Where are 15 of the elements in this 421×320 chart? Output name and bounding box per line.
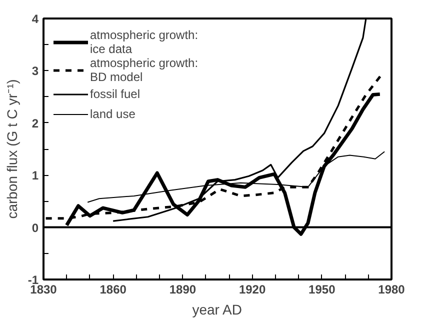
legend-label: fossil fuel [90,87,140,101]
y-axis-title: carbon flux (G t C yr⁻¹) [4,79,20,219]
x-tick-label: 1980 [378,282,406,296]
x-tick-label: 1860 [100,282,127,296]
y-tick-label: 1 [32,168,39,183]
x-axis-title: year AD [192,302,242,318]
y-tick-label: 0 [32,220,39,235]
y-tick-label: 4 [32,12,39,26]
x-tick-label: 1920 [238,282,266,296]
legend-label: land use [90,107,136,121]
y-tick-label: 2 [32,116,39,130]
x-tick-label: 1950 [308,282,336,296]
y-tick-label: 3 [32,64,39,78]
x-tick-label: 1830 [30,282,58,296]
x-tick-label: 1890 [169,282,196,296]
